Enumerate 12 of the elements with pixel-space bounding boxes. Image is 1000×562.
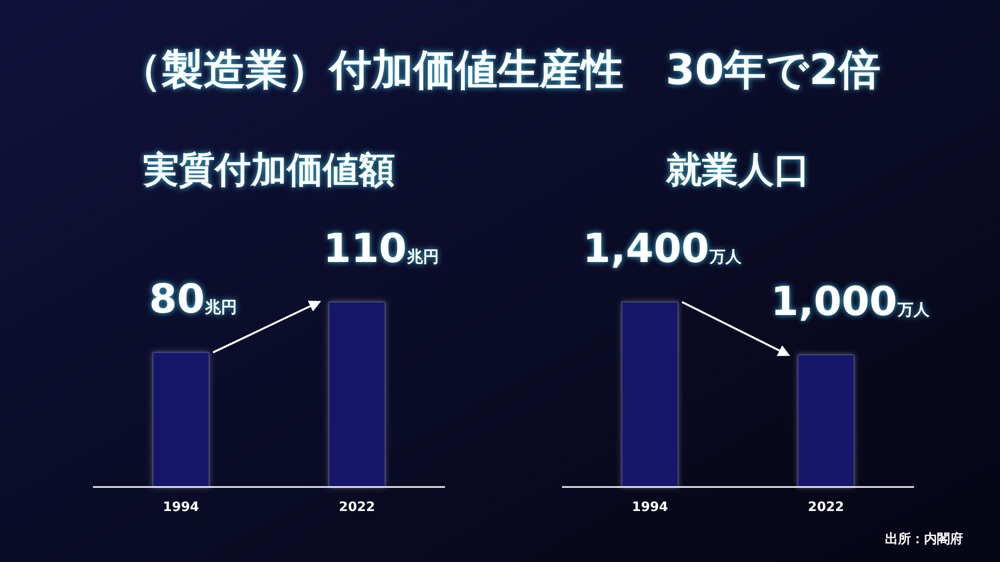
x-tick-label: 1994 <box>162 500 200 515</box>
text: 出所：内閣府 <box>885 531 963 547</box>
x-tick-label: 1994 <box>632 500 668 515</box>
chart-title: 就業人口 <box>665 150 810 191</box>
data-label: 110兆円 <box>323 226 439 272</box>
x-tick-label: 2022 <box>338 500 376 515</box>
text: （製造業）付加価値生産性 30年で2倍 <box>120 45 880 94</box>
data-label: 1,400万人 <box>582 226 742 272</box>
data-label: 1,000万人 <box>770 278 930 325</box>
x-tick-label: 2022 <box>808 500 844 515</box>
data-label: 80兆円 <box>149 276 237 322</box>
chart-title: 実質付加価値額 <box>142 150 395 191</box>
